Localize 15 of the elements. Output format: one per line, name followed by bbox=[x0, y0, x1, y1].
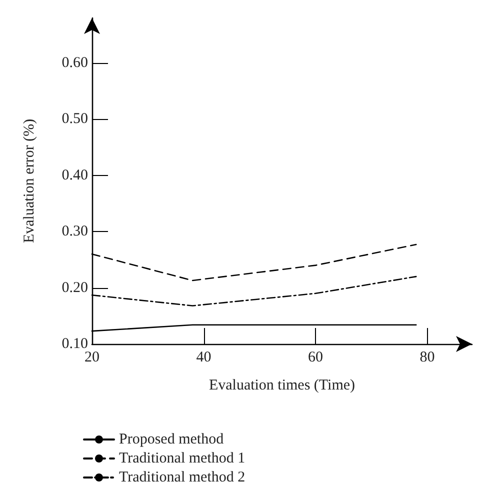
x-tick-label: 40 bbox=[196, 350, 212, 366]
y-tick-label: 0.60 bbox=[62, 54, 88, 71]
y-tick-label: 0.50 bbox=[62, 111, 88, 128]
legend-label: Traditional method 1 bbox=[119, 450, 246, 466]
x-axis-title: Evaluation times (Time) bbox=[208, 378, 356, 394]
y-tick-label: 0.40 bbox=[62, 167, 88, 184]
x-tick-label: 80 bbox=[420, 350, 435, 366]
y-tick-label: 0.10 bbox=[62, 336, 88, 352]
y-tick-label: 0.30 bbox=[62, 224, 88, 240]
y-axis-title: Evaluation error (%) bbox=[22, 118, 38, 244]
legend-label: Proposed method bbox=[119, 432, 224, 448]
y-tick-label: 0.20 bbox=[62, 280, 88, 296]
x-tick-label: 20 bbox=[84, 350, 100, 366]
legend-label: Traditional method 2 bbox=[119, 470, 246, 486]
x-tick-label: 60 bbox=[308, 350, 324, 366]
